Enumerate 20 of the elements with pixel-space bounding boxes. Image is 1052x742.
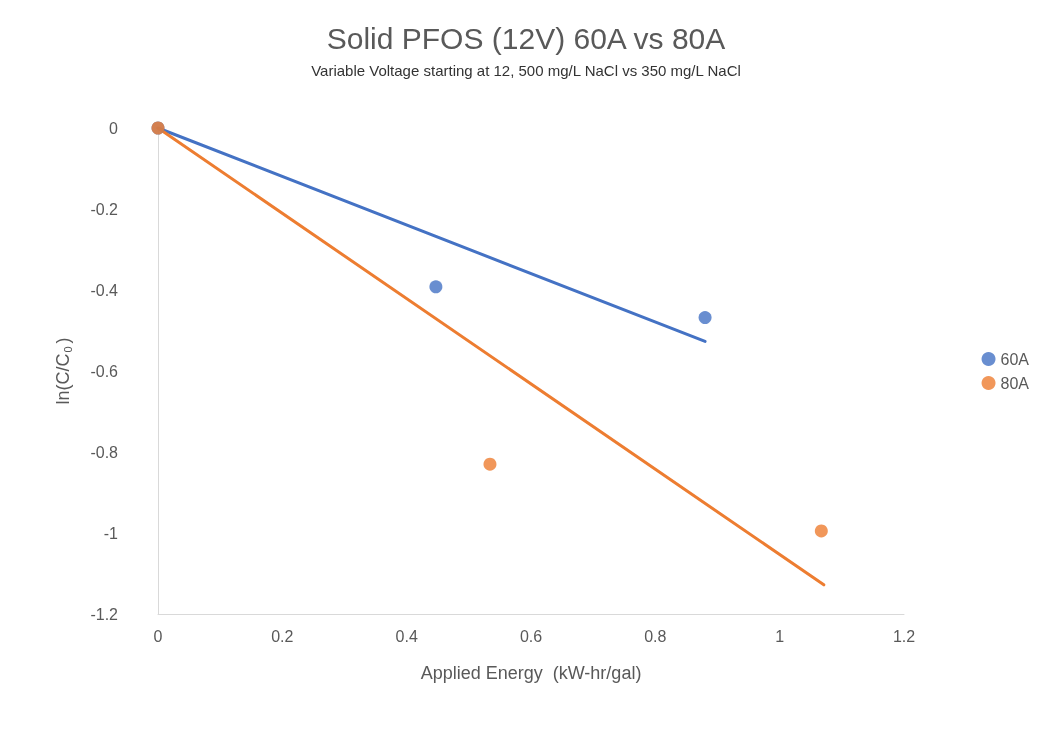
x-tick-label: 0.4 (395, 627, 418, 645)
y-tick-label: -1 (103, 524, 119, 542)
y-axis-title: ln(C/C0) (52, 337, 74, 405)
x-tick-label: 1 (775, 627, 785, 645)
y-tick-label: -1.2 (90, 605, 119, 623)
y-tick-label: 0 (109, 119, 119, 137)
x-tick-label: 1.2 (892, 627, 916, 645)
x-tick-label: 0 (153, 627, 163, 645)
y-tick-label: -0.6 (90, 362, 119, 380)
chart-title: Solid PFOS (12V) 60A vs 80A (326, 21, 726, 55)
chart-subtitle: Variable Voltage starting at 12, 500 mg/L NaCl vs 350 mg/L NaCl (311, 62, 741, 79)
x-tick-label: 0.8 (644, 627, 667, 645)
x-axis-title: Applied Energy (kW-hr/gal) (420, 663, 642, 683)
y-tick-label: -0.4 (90, 281, 119, 299)
legend-label: 80A (1000, 374, 1030, 392)
x-tick-label: 0.2 (271, 627, 294, 645)
legend-label: 60A (1000, 350, 1030, 368)
y-tick-label: -0.8 (90, 443, 119, 461)
x-tick-label: 0.6 (519, 627, 543, 645)
y-tick-label: -0.2 (90, 200, 119, 218)
